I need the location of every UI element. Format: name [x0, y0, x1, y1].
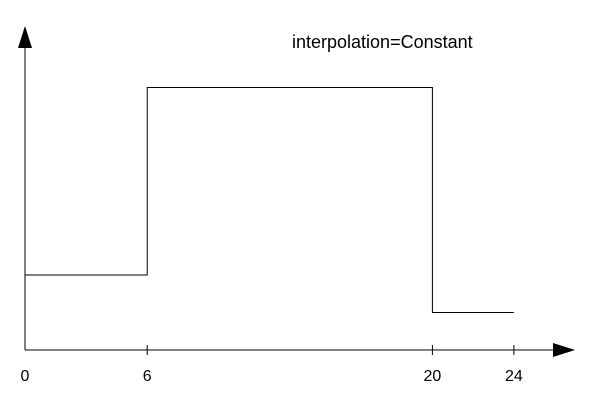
x-tick-label: 6	[143, 368, 152, 385]
x-axis-arrowhead-icon	[553, 343, 575, 357]
series-group	[25, 87, 514, 313]
series-line	[25, 87, 514, 313]
x-axis-ticks: 0 6 20 24	[21, 345, 523, 385]
x-tick-label: 0	[21, 368, 30, 385]
x-tick-label: 20	[424, 368, 442, 385]
chart-title: interpolation=Constant	[292, 32, 473, 52]
y-axis-arrowhead-icon	[18, 26, 32, 48]
x-tick-label: 24	[505, 368, 523, 385]
